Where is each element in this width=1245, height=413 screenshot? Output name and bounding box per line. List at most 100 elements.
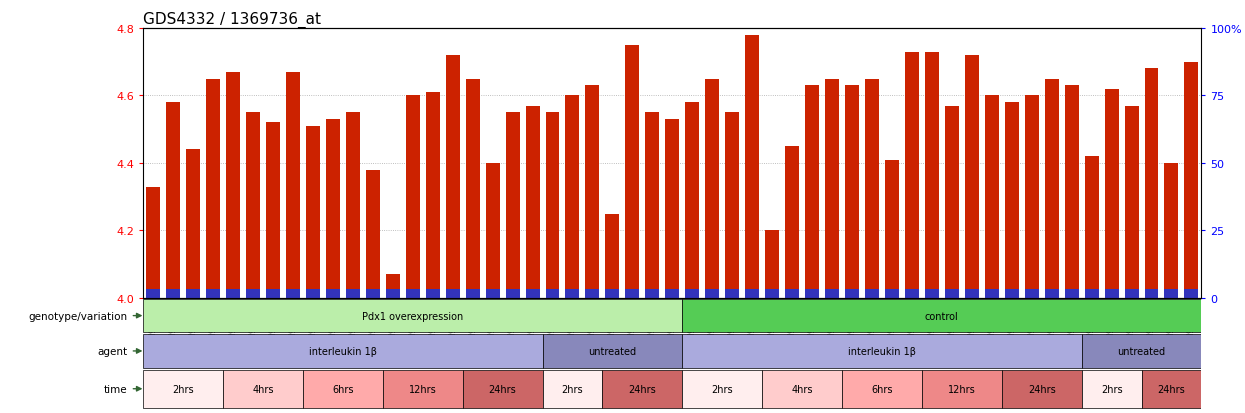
Bar — [762, 370, 842, 408]
Text: 24hrs: 24hrs — [489, 384, 517, 394]
Bar — [406, 96, 420, 298]
Bar — [746, 290, 759, 298]
Bar — [825, 290, 839, 298]
Bar — [845, 86, 859, 298]
Bar — [386, 290, 400, 298]
Bar — [207, 290, 220, 298]
Text: GDS4332 / 1369736_at: GDS4332 / 1369736_at — [143, 12, 321, 28]
Bar — [905, 52, 919, 298]
Bar — [1164, 164, 1179, 298]
Text: 12hrs: 12hrs — [947, 384, 976, 394]
Bar — [346, 113, 360, 298]
Text: control: control — [925, 311, 959, 321]
Bar — [1082, 335, 1201, 368]
Bar — [842, 370, 921, 408]
Text: agent: agent — [97, 346, 127, 356]
Bar — [682, 335, 1082, 368]
Bar — [1045, 79, 1058, 298]
Bar — [705, 79, 720, 298]
Bar — [1005, 290, 1018, 298]
Bar — [786, 147, 799, 298]
Bar — [306, 290, 320, 298]
Bar — [227, 73, 240, 298]
Bar — [1142, 370, 1201, 408]
Bar — [146, 290, 161, 298]
Bar — [746, 36, 759, 298]
Bar — [786, 290, 799, 298]
Bar — [585, 86, 599, 298]
Bar — [1184, 63, 1199, 298]
Bar — [945, 290, 959, 298]
Bar — [1002, 370, 1082, 408]
Text: 6hrs: 6hrs — [872, 384, 893, 394]
Bar — [1104, 290, 1118, 298]
Text: interleukin 1β: interleukin 1β — [309, 346, 377, 356]
Bar — [565, 290, 579, 298]
Bar — [266, 290, 280, 298]
Bar — [1164, 290, 1179, 298]
Bar — [685, 103, 700, 298]
Bar — [545, 113, 559, 298]
Bar — [306, 126, 320, 298]
Text: 4hrs: 4hrs — [253, 384, 274, 394]
Bar — [1025, 290, 1038, 298]
Text: 12hrs: 12hrs — [408, 384, 437, 394]
Bar — [247, 113, 260, 298]
Bar — [921, 370, 1002, 408]
Bar — [665, 120, 680, 298]
Bar — [406, 290, 420, 298]
Bar — [346, 290, 360, 298]
Bar — [1005, 103, 1018, 298]
Text: 2hrs: 2hrs — [172, 384, 194, 394]
Bar — [985, 290, 998, 298]
Bar — [1025, 96, 1038, 298]
Bar — [366, 170, 380, 298]
Bar — [286, 73, 300, 298]
Bar — [143, 299, 682, 332]
Bar — [247, 290, 260, 298]
Bar — [1144, 290, 1159, 298]
Bar — [426, 93, 439, 298]
Bar — [505, 113, 519, 298]
Bar — [1144, 69, 1159, 298]
Text: untreated: untreated — [1118, 346, 1165, 356]
Bar — [543, 370, 603, 408]
Bar — [945, 106, 959, 298]
Text: 24hrs: 24hrs — [1028, 384, 1056, 394]
Text: untreated: untreated — [589, 346, 636, 356]
Bar — [382, 370, 463, 408]
Bar — [466, 79, 479, 298]
Bar — [766, 231, 779, 298]
Bar — [705, 290, 720, 298]
Bar — [466, 290, 479, 298]
Text: 6hrs: 6hrs — [332, 384, 354, 394]
Bar — [965, 290, 979, 298]
Bar — [603, 370, 682, 408]
Bar — [806, 86, 819, 298]
Bar — [1064, 86, 1078, 298]
Bar — [885, 160, 899, 298]
Bar — [326, 290, 340, 298]
Text: 4hrs: 4hrs — [792, 384, 813, 394]
Bar — [543, 335, 682, 368]
Bar — [605, 290, 619, 298]
Bar — [625, 46, 640, 298]
Bar — [885, 290, 899, 298]
Bar — [446, 56, 459, 298]
Bar — [806, 290, 819, 298]
Bar — [865, 290, 879, 298]
Bar — [525, 106, 539, 298]
Text: 2hrs: 2hrs — [711, 384, 733, 394]
Bar — [1124, 290, 1138, 298]
Bar — [725, 113, 740, 298]
Bar — [645, 113, 660, 298]
Bar — [585, 290, 599, 298]
Bar — [266, 123, 280, 298]
Bar — [1184, 290, 1199, 298]
Bar — [766, 290, 779, 298]
Bar — [685, 290, 700, 298]
Bar — [825, 79, 839, 298]
Bar — [146, 187, 161, 298]
Bar — [965, 56, 979, 298]
Bar — [1082, 370, 1142, 408]
